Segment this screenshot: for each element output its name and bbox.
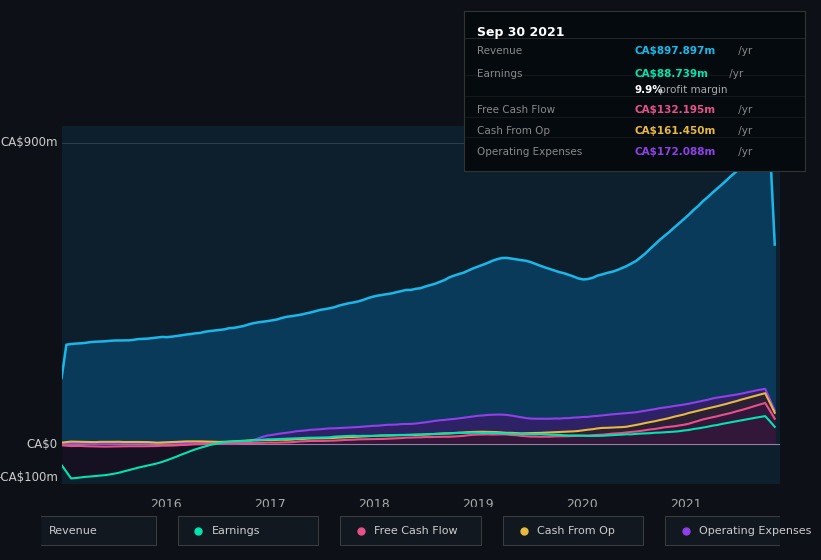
Text: Revenue: Revenue (49, 526, 98, 535)
Text: /yr: /yr (736, 126, 753, 136)
Text: Earnings: Earnings (212, 526, 260, 535)
Text: CA$900m: CA$900m (1, 136, 58, 150)
Text: CA$0: CA$0 (27, 438, 58, 451)
Text: /yr: /yr (736, 105, 753, 115)
Text: Free Cash Flow: Free Cash Flow (478, 105, 556, 115)
Text: -CA$100m: -CA$100m (0, 471, 58, 484)
Text: /yr: /yr (736, 147, 753, 157)
Text: Cash From Op: Cash From Op (537, 526, 615, 535)
Text: /yr: /yr (736, 46, 753, 57)
FancyBboxPatch shape (502, 516, 644, 545)
Text: CA$88.739m: CA$88.739m (635, 69, 709, 78)
FancyBboxPatch shape (177, 516, 318, 545)
FancyBboxPatch shape (340, 516, 481, 545)
FancyBboxPatch shape (15, 516, 156, 545)
Text: Free Cash Flow: Free Cash Flow (374, 526, 458, 535)
Text: Operating Expenses: Operating Expenses (699, 526, 812, 535)
Text: Cash From Op: Cash From Op (478, 126, 551, 136)
Text: CA$132.195m: CA$132.195m (635, 105, 715, 115)
Text: /yr: /yr (727, 69, 744, 78)
FancyBboxPatch shape (666, 516, 805, 545)
Text: Sep 30 2021: Sep 30 2021 (478, 26, 565, 39)
Text: CA$161.450m: CA$161.450m (635, 126, 716, 136)
Text: CA$897.897m: CA$897.897m (635, 46, 715, 57)
Text: Operating Expenses: Operating Expenses (478, 147, 583, 157)
Text: Revenue: Revenue (478, 46, 523, 57)
Text: profit margin: profit margin (656, 85, 728, 95)
Text: Earnings: Earnings (478, 69, 523, 78)
Text: CA$172.088m: CA$172.088m (635, 147, 716, 157)
Text: 9.9%: 9.9% (635, 85, 663, 95)
